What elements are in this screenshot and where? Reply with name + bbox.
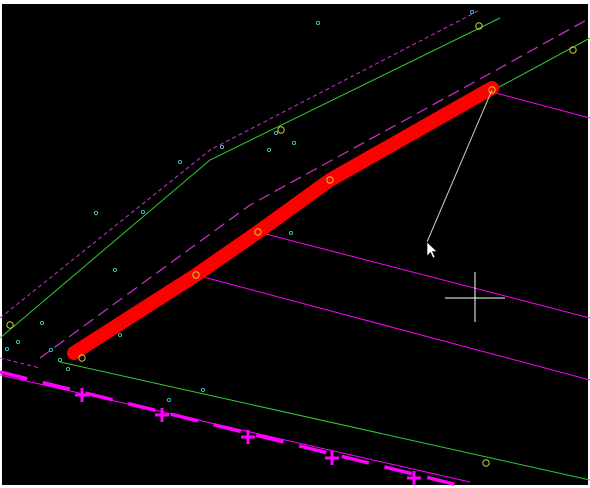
point-markers xyxy=(4,9,475,403)
boundary-plus-mark xyxy=(325,451,339,465)
circle-marker-icon[interactable] xyxy=(192,271,200,279)
lot-line-2 xyxy=(257,231,590,319)
boundary-plus-mark xyxy=(155,408,169,422)
small-dot-icon xyxy=(140,209,146,215)
circle-marker-icon[interactable] xyxy=(475,22,483,30)
small-dot-icon xyxy=(273,130,279,136)
canvas-background xyxy=(2,4,588,485)
boundary-ticks xyxy=(75,388,421,485)
small-dot-icon xyxy=(219,144,225,150)
small-dot-icon xyxy=(177,159,183,165)
small-dot-icon xyxy=(39,320,45,326)
small-dot-icon xyxy=(15,339,21,345)
leader-line xyxy=(426,89,493,243)
circle-marker-icon[interactable] xyxy=(6,321,14,329)
alignment-line-bottom xyxy=(59,361,590,481)
small-dot-icon xyxy=(57,357,63,363)
small-dot-icon xyxy=(469,9,475,15)
small-dot-icon xyxy=(200,387,206,393)
parcel-boundary xyxy=(0,370,471,488)
parcel-boundary-line xyxy=(0,370,471,488)
circle-marker-icon[interactable] xyxy=(488,86,496,94)
setback-line-inner xyxy=(39,17,590,359)
circle-marker-icon[interactable] xyxy=(254,228,262,236)
small-dot-icon xyxy=(48,347,54,353)
vertex-markers xyxy=(6,22,577,467)
setback-lines xyxy=(0,9,590,369)
alignment-line-right-of-way xyxy=(0,17,501,339)
small-dot-icon xyxy=(65,366,71,372)
selected-polyline-highlight[interactable] xyxy=(67,81,499,360)
circle-marker-icon[interactable] xyxy=(326,176,334,184)
circle-marker-icon[interactable] xyxy=(78,354,86,362)
arrow-pointer-shape xyxy=(426,241,438,259)
circle-marker-icon[interactable] xyxy=(482,459,490,467)
small-dot-icon xyxy=(291,140,297,146)
boundary-plus-mark xyxy=(407,471,421,485)
boundary-plus-mark xyxy=(241,430,255,444)
lot-line-3 xyxy=(195,274,590,381)
boundary-plus-mark xyxy=(75,388,89,402)
small-dot-icon xyxy=(112,267,118,273)
setback-line-outer xyxy=(0,9,481,319)
circle-marker-icon[interactable] xyxy=(569,46,577,54)
small-dot-icon xyxy=(166,397,172,403)
small-dot-icon xyxy=(93,210,99,216)
arrow-pointer-icon xyxy=(426,241,438,259)
circle-marker-icon[interactable] xyxy=(277,126,285,134)
small-dot-icon xyxy=(288,230,294,236)
small-dot-icon xyxy=(315,20,321,26)
small-dot-icon xyxy=(266,147,272,153)
small-dot-icon xyxy=(4,346,10,352)
lot-line-1 xyxy=(491,91,590,119)
crosshair-icon xyxy=(445,272,505,322)
small-dot-icon xyxy=(117,332,123,338)
